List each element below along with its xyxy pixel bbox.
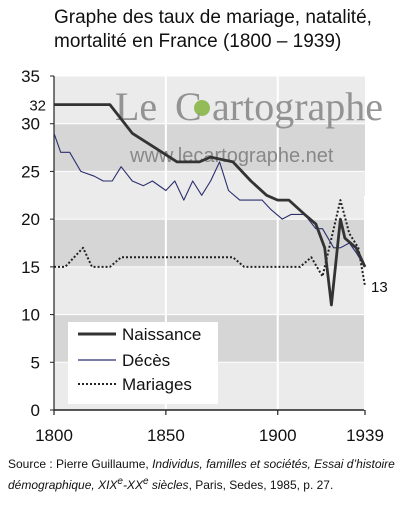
series-line-deces — [53, 133, 366, 268]
watermark-logo: Le C artographe www.lecartographe.net — [115, 84, 383, 167]
legend-label-naissance: Naissance — [122, 325, 201, 344]
legend-box — [68, 322, 218, 404]
x-tick-label-1939: 1939 — [346, 426, 384, 445]
x-tick-label-1900: 1900 — [259, 426, 297, 445]
annotation-label-1: 13 — [371, 279, 388, 296]
chart-title: Graphe des taux de mariage, natalité, mo… — [54, 7, 372, 52]
y-tick-label-0: 0 — [31, 401, 40, 420]
x-tick-label-1800: 1800 — [35, 426, 73, 445]
y-tick-label-5: 5 — [31, 353, 40, 372]
legend: Naissance Décès Mariages — [68, 322, 218, 404]
series-line-mariages — [54, 199, 366, 287]
band-25-30 — [54, 123, 365, 172]
annotation-label-0: 32 — [29, 98, 46, 115]
source-title: Individus, familles et sociétés, Essai d… — [8, 457, 395, 492]
legend-label-deces: Décès — [122, 351, 170, 370]
watermark-url: www.lecartographe.net — [129, 145, 334, 167]
series-line-naissance — [54, 103, 367, 307]
y-tick-label-10: 10 — [21, 306, 40, 325]
y-tick-label-30: 30 — [21, 115, 40, 134]
source-after: siècles — [148, 478, 189, 492]
band-20-25 — [54, 171, 365, 220]
x-axis-tick-labels: 1800 1850 1900 1939 — [35, 410, 384, 445]
watermark-brand-rest: artographe — [212, 84, 383, 129]
y-tick-label-35: 35 — [21, 67, 40, 86]
source-rest: , Paris, Sedes, 1985, p. 27. — [188, 478, 334, 492]
chart-canvas: Le C artographe www.lecartographe.net 0 5… — [21, 67, 388, 445]
y-tick-label-25: 25 — [21, 162, 40, 181]
source-citation: Source : Pierre Guillaume, Individus, fa… — [8, 456, 396, 494]
band-30-35 — [54, 76, 365, 124]
source-title-text: Individus, familles et sociétés, Essai d… — [8, 457, 395, 492]
source-dash: -XX — [122, 478, 143, 492]
band-10-15 — [54, 266, 365, 315]
data-annotations: 32 13 — [29, 98, 387, 296]
source-sup-2: e — [142, 476, 149, 487]
series-lines — [53, 103, 367, 307]
watermark-c-dot — [194, 100, 210, 116]
y-tick-label-15: 15 — [21, 258, 40, 277]
x-tick-label-1850: 1850 — [147, 426, 185, 445]
legend-label-mariages: Mariages — [122, 375, 192, 394]
source-sup-1: e — [117, 476, 123, 487]
band-15-20 — [54, 219, 365, 267]
y-tick-label-20: 20 — [21, 210, 40, 229]
y-axis-tick-labels: 0 5 10 15 20 25 30 35 — [21, 67, 54, 420]
watermark-brand-c: C — [175, 84, 202, 129]
watermark-brand-prefix: Le — [115, 84, 157, 129]
source-prefix: Source : Pierre Guillaume, — [8, 457, 153, 471]
